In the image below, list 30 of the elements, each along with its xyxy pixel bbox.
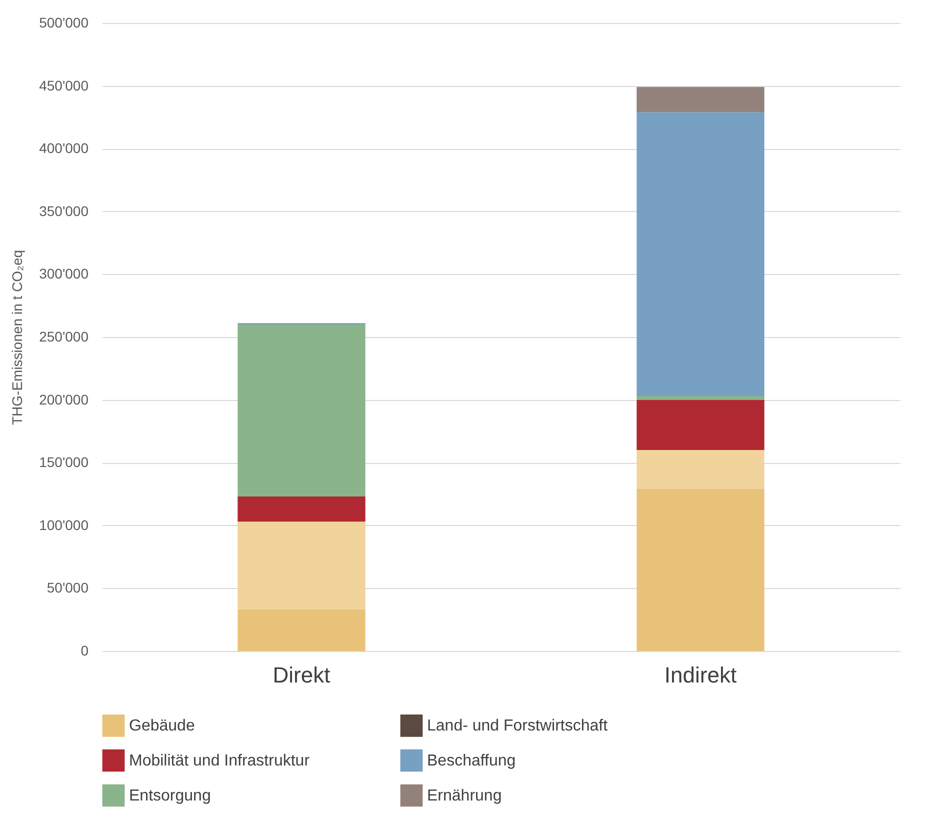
- y-tick-label: 50'000: [46, 580, 89, 596]
- bar: [238, 324, 366, 497]
- y-tick-label: 300'000: [39, 266, 89, 282]
- legend-label: Ernährung: [427, 788, 502, 804]
- legend-label: Beschaffung: [427, 752, 516, 770]
- bar: [636, 400, 764, 450]
- bar: [636, 112, 764, 396]
- bar: [238, 610, 366, 651]
- y-tick-label: 200'000: [39, 391, 89, 408]
- bar: [238, 522, 366, 610]
- y-tick-label: 0: [80, 642, 89, 658]
- y-axis-title: THG-Emissionen in t CO₂eq: [9, 250, 26, 426]
- legend-label: Entsorgung: [129, 788, 211, 804]
- bar: [238, 496, 366, 522]
- bar: [636, 87, 764, 112]
- bar: [636, 450, 764, 489]
- y-tick-label: 400'000: [39, 140, 89, 156]
- bar: [636, 488, 764, 651]
- legend-label: Gebäude: [129, 718, 195, 735]
- y-tick-label: 100'000: [39, 516, 89, 533]
- y-tick-label: 500'000: [39, 14, 89, 30]
- bar: [636, 396, 764, 400]
- legend-label: Mobilität und Infrastruktur: [129, 752, 310, 770]
- legend-label: Land- und Forstwirtschaft: [427, 718, 608, 735]
- y-tick-label: 350'000: [39, 202, 89, 219]
- y-tick-label: 450'000: [39, 77, 89, 94]
- y-tick-label: 150'000: [39, 454, 89, 470]
- y-tick-label: 250'000: [39, 328, 89, 344]
- x-tick-label: Direkt: [272, 662, 330, 688]
- x-tick-label: Indirekt: [664, 662, 737, 688]
